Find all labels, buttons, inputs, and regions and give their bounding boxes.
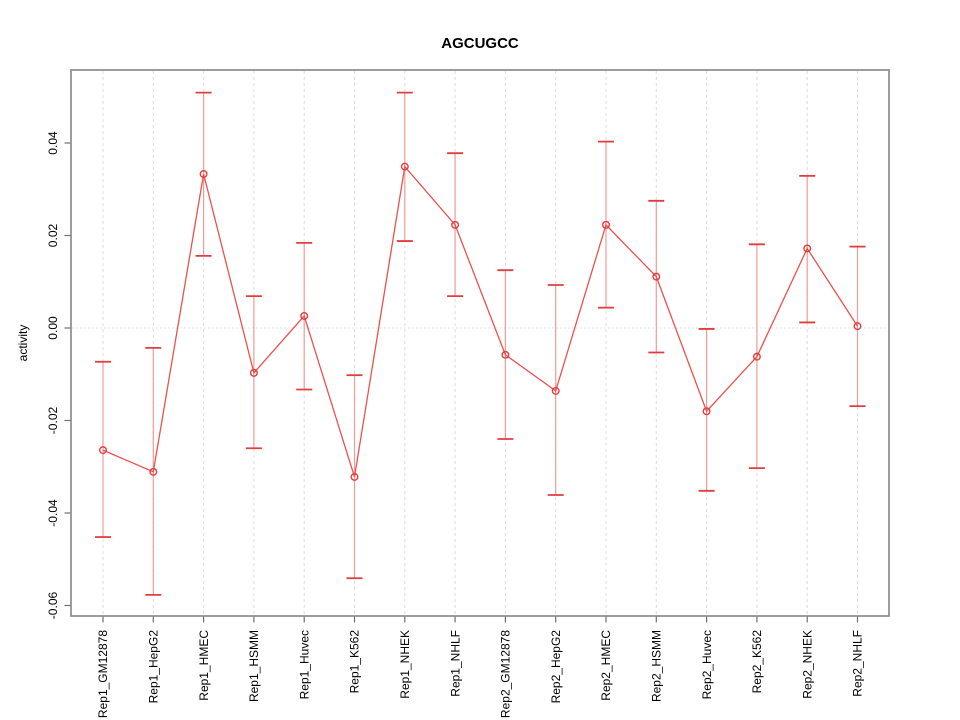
data-point-marker	[501, 350, 510, 359]
y-tick-labels: 0.04 0.02 0.00 -0.02 -0.04 -0.06	[46, 131, 60, 619]
x-tick-label: Rep2_HMEC	[599, 630, 613, 701]
x-tick-label: Rep1_HMEC	[197, 630, 211, 701]
y-tick-label: -0.04	[46, 499, 60, 527]
x-tick-label: Rep1_GM12878	[96, 630, 110, 718]
chart-title: AGCUGCC	[441, 35, 519, 52]
gridlines	[72, 71, 888, 615]
series-line	[102, 165, 859, 478]
data-points	[98, 162, 862, 481]
error-bars	[95, 91, 866, 596]
axis-ticks	[64, 142, 859, 623]
x-tick-label: Rep2_NHEK	[800, 630, 814, 699]
data-point-marker	[853, 322, 862, 331]
y-axis-title: activity	[16, 325, 30, 362]
data-point-marker	[350, 472, 359, 481]
x-tick-label: Rep2_HSMM	[650, 630, 664, 702]
x-tick-label: Rep1_NHEK	[398, 630, 412, 699]
y-tick-label: -0.02	[46, 407, 60, 435]
data-point-marker	[98, 446, 107, 455]
data-point-marker	[249, 368, 258, 377]
data-point-marker	[803, 244, 812, 253]
y-tick-label: -0.06	[46, 592, 60, 620]
x-tick-label: Rep2_GM12878	[499, 630, 513, 718]
data-point-marker	[652, 272, 661, 281]
data-point-marker	[551, 386, 560, 395]
y-tick-label: 0.00	[46, 316, 60, 340]
plot-border	[70, 69, 890, 617]
data-point-marker	[149, 467, 158, 476]
series-line-layer	[102, 165, 859, 478]
x-tick-label: Rep1_HepG2	[147, 630, 161, 704]
x-tick-label: Rep1_Huvec	[297, 630, 311, 699]
data-point-marker	[400, 162, 409, 171]
data-point-marker	[199, 169, 208, 178]
data-point-marker	[702, 407, 711, 416]
x-tick-label: Rep2_HepG2	[549, 630, 563, 704]
x-tick-label: Rep2_Huvec	[700, 630, 714, 699]
data-point-marker	[451, 220, 460, 229]
x-tick-label: Rep2_NHLF	[851, 630, 865, 697]
data-point-marker	[602, 220, 611, 229]
x-tick-label: Rep1_K562	[348, 630, 362, 694]
data-point-marker	[752, 352, 761, 361]
x-tick-label: Rep1_HSMM	[247, 630, 261, 702]
y-tick-label: 0.04	[46, 131, 60, 155]
y-tick-label: 0.02	[46, 223, 60, 247]
x-tick-label: Rep2_K562	[750, 630, 764, 694]
data-point-marker	[300, 311, 309, 320]
x-tick-label: Rep1_NHLF	[448, 630, 462, 697]
x-tick-labels: Rep1_GM12878 Rep1_HepG2 Rep1_HMEC Rep1_HSMM…	[96, 630, 865, 718]
